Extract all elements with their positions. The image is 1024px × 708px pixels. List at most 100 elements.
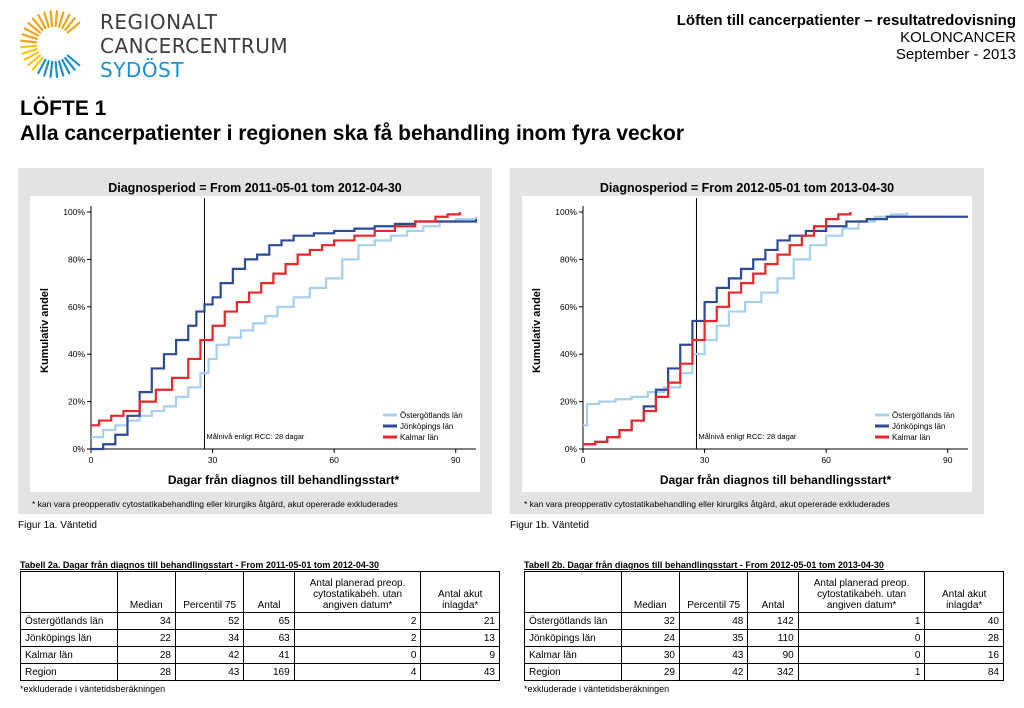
- series-line-2: [583, 212, 852, 446]
- cell-antal: 342: [747, 663, 799, 681]
- logo-ray: [37, 58, 47, 75]
- table-header-row: Median Percentil 75 Antal Antal planerad…: [524, 571, 1004, 613]
- cell-median: 22: [116, 629, 176, 647]
- logo-ray: [23, 27, 40, 37]
- x-tick-label: 90: [451, 455, 461, 465]
- col-header-akut: Antal akut inlagda*: [924, 571, 1004, 613]
- cell-antal: 65: [243, 612, 295, 630]
- row-label: Östergötlands län: [524, 612, 622, 630]
- cell-percentile-75: 43: [174, 663, 245, 681]
- col-header-region: [524, 571, 622, 613]
- table-row: Kalmar län 28 42 41 0 9: [20, 646, 500, 664]
- cell-median: 28: [116, 646, 176, 664]
- logo-ray: [21, 33, 38, 40]
- cell-percentile-75: 52: [174, 612, 245, 630]
- chart-footnote: * kan vara preopperativ cytostatikabehan…: [32, 499, 398, 509]
- cell-percentile-75: 48: [678, 612, 749, 630]
- y-tick-label: 60%: [68, 302, 85, 312]
- x-axis-label: Dagar från diagnos till behandlingsstart…: [168, 473, 400, 487]
- table-2a: Median Percentil 75 Antal Antal planerad…: [20, 571, 500, 681]
- table-row: Östergötlands län 32 48 142 1 40: [524, 612, 1004, 630]
- y-tick-label: 80%: [560, 254, 577, 264]
- cell-antal: 169: [243, 663, 295, 681]
- promise-text: Alla cancerpatienter i regionen ska få b…: [20, 122, 685, 145]
- logo-line-1: REGIONALT: [100, 10, 218, 34]
- cell-preop: 4: [293, 663, 422, 681]
- figure-caption-1b: Figur 1b. Väntetid: [510, 520, 589, 531]
- cell-percentile-75: 42: [174, 646, 245, 664]
- logo-ray: [23, 51, 40, 61]
- col-header-median: Median: [620, 571, 680, 613]
- table-2a-title: Tabell 2a. Dagar från diagnos till behan…: [20, 560, 379, 570]
- legend-label: Jönköpings län: [400, 422, 453, 431]
- target-line-label: Målnivå enligt RCC: 28 dagar: [698, 432, 796, 441]
- logo-ray: [43, 11, 50, 28]
- logo-ray: [64, 17, 76, 32]
- series-line-0: [91, 216, 478, 439]
- chart-panel-1b: Diagnosperiod = From 2012-05-01 tom 2013…: [510, 168, 984, 514]
- cell-percentile-75: 42: [678, 663, 749, 681]
- logo-ray: [27, 54, 42, 66]
- row-label: Östergötlands län: [20, 612, 118, 630]
- row-label: Region: [524, 663, 622, 681]
- y-tick-label: 100%: [63, 207, 85, 217]
- cell-percentile-75: 43: [678, 646, 749, 664]
- logo-line-2: CANCERCENTRUM: [100, 34, 289, 58]
- cell-preop: 1: [797, 663, 926, 681]
- report-header: Löften till cancerpatienter – resultatre…: [677, 12, 1016, 63]
- y-tick-label: 100%: [555, 207, 577, 217]
- x-axis-label: Dagar från diagnos till behandlingsstart…: [660, 473, 892, 487]
- col-header-antal: Antal: [243, 571, 295, 613]
- chart-title: Diagnosperiod = From 2011-05-01 tom 2012…: [108, 181, 402, 195]
- table-header-row: Median Percentil 75 Antal Antal planerad…: [20, 571, 500, 613]
- x-tick-label: 0: [89, 455, 94, 465]
- logo-ray: [43, 60, 50, 77]
- logo-ray: [66, 21, 81, 34]
- chart-title: Diagnosperiod = From 2012-05-01 tom 2013…: [600, 181, 894, 195]
- cell-akut: 21: [420, 612, 500, 630]
- promise-heading: LÖFTE 1 Alla cancerpatienter i regionen …: [20, 96, 684, 146]
- col-header-preop: Antal planerad preop. cytostatikabeh. ut…: [293, 571, 422, 613]
- logo-ray: [21, 48, 38, 55]
- cell-preop: 0: [797, 646, 926, 664]
- plot-area: [30, 196, 480, 492]
- cell-antal: 142: [747, 612, 799, 630]
- table-row: Jönköpings län 24 35 110 0 28: [524, 629, 1004, 647]
- logo-text: REGIONALT CANCERCENTRUM SYDÖST: [100, 10, 288, 82]
- cell-median: 34: [116, 612, 176, 630]
- cell-preop: 1: [797, 612, 926, 630]
- x-tick-label: 0: [581, 455, 586, 465]
- row-label: Region: [20, 663, 118, 681]
- y-tick-label: 0%: [565, 444, 578, 454]
- logo-ray: [61, 13, 71, 30]
- table-2b: Median Percentil 75 Antal Antal planerad…: [524, 571, 1004, 681]
- table-row: Jönköpings län 22 34 63 2 13: [20, 629, 500, 647]
- table-row: Region 28 43 169 4 43: [20, 663, 500, 681]
- cell-akut: 16: [924, 646, 1004, 664]
- col-header-percentile-75: Percentil 75: [174, 571, 245, 613]
- series-line-2: [91, 212, 461, 427]
- legend-label: Östergötlands län: [892, 411, 955, 420]
- logo: REGIONALT CANCERCENTRUM SYDÖST: [18, 6, 288, 82]
- logo-ray: [49, 60, 54, 78]
- legend-label: Kalmar län: [400, 433, 438, 442]
- table-2a-footnote: *exkluderade i väntetidsberäkningen: [20, 684, 166, 694]
- table-row: Kalmar län 30 43 90 0 16: [524, 646, 1004, 664]
- report-subtitle: KOLONCANCER: [900, 29, 1016, 46]
- cell-antal: 110: [747, 629, 799, 647]
- cell-preop: 2: [293, 612, 422, 630]
- legend-label: Kalmar län: [892, 433, 930, 442]
- cell-percentile-75: 35: [678, 629, 749, 647]
- row-label: Kalmar län: [524, 646, 622, 664]
- x-tick-label: 30: [700, 455, 710, 465]
- wait-time-chart-1a: Diagnosperiod = From 2011-05-01 tom 2012…: [30, 181, 480, 509]
- logo-ray: [31, 17, 44, 32]
- table-2b-footnote: *exkluderade i väntetidsberäkningen: [524, 684, 670, 694]
- y-tick-label: 20%: [68, 397, 85, 407]
- cell-akut: 43: [420, 663, 500, 681]
- logo-ray: [54, 60, 59, 78]
- logo-ray: [20, 39, 38, 44]
- wait-time-chart-1b: Diagnosperiod = From 2012-05-01 tom 2013…: [522, 181, 972, 509]
- col-header-akut: Antal akut inlagda*: [420, 571, 500, 613]
- cell-akut: 13: [420, 629, 500, 647]
